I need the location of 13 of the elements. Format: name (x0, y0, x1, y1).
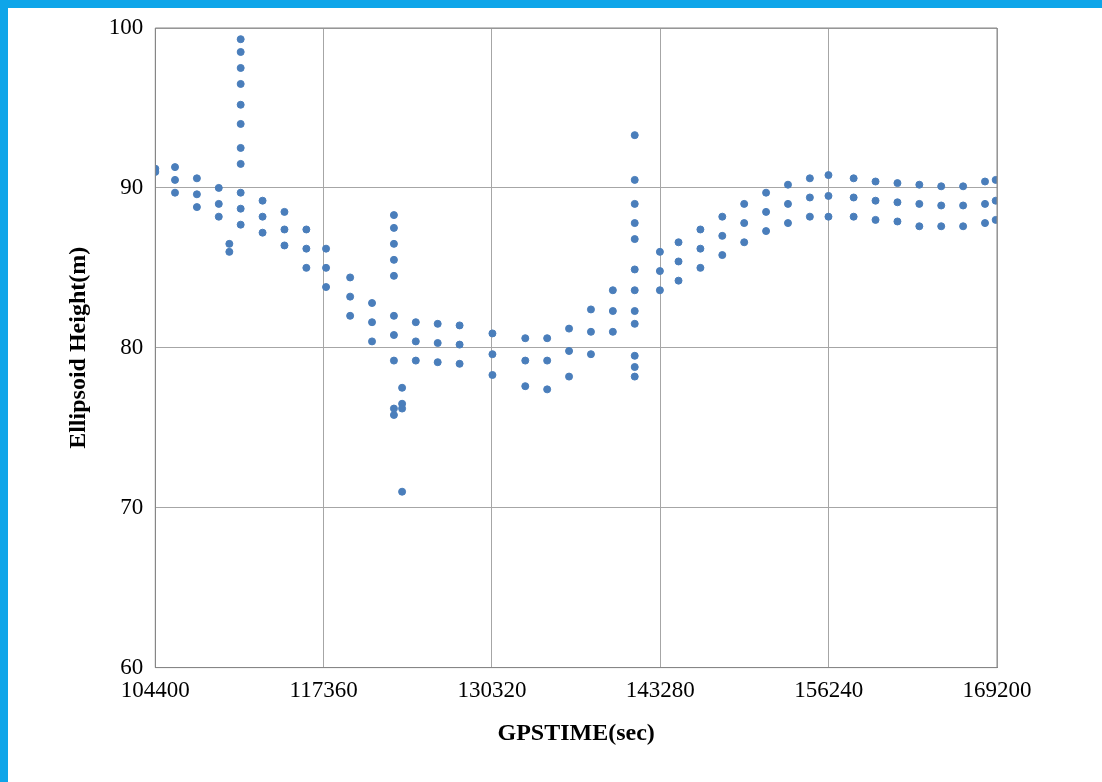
x-tick-label: 104400 (120, 677, 190, 703)
y-axis-title: Ellipsoid Height(m) (63, 246, 90, 449)
x-tick-label: 130320 (457, 677, 527, 703)
x-tick-label: 169200 (962, 677, 1032, 703)
y-tick-label: 70 (120, 493, 144, 519)
x-tick-label: 143280 (625, 677, 695, 703)
x-tick-label: 117360 (289, 677, 358, 703)
y-tick-label: 60 (120, 653, 144, 679)
y-tick-label: 90 (120, 173, 144, 199)
y-tick-label: 80 (120, 333, 144, 359)
x-tick-label: 156240 (794, 677, 864, 703)
y-tick-label: 100 (108, 14, 144, 40)
x-axis-title: GPSTIME(sec) (497, 718, 655, 745)
